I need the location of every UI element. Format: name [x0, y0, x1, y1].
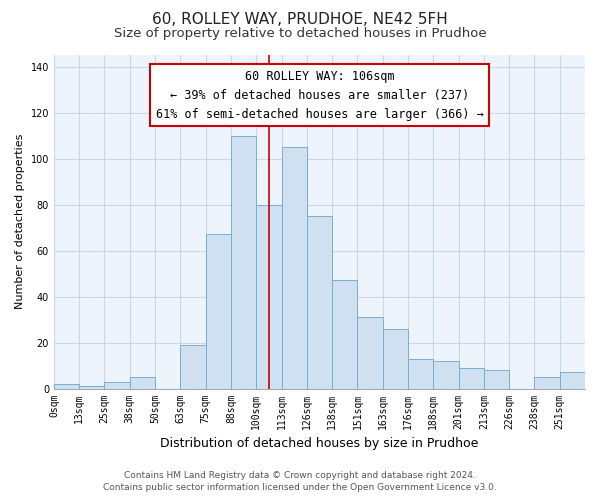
Bar [231, 136, 256, 388]
Bar [206, 234, 231, 388]
Bar [484, 370, 509, 388]
Text: 60, ROLLEY WAY, PRUDHOE, NE42 5FH: 60, ROLLEY WAY, PRUDHOE, NE42 5FH [152, 12, 448, 28]
Y-axis label: Number of detached properties: Number of detached properties [15, 134, 25, 310]
Bar [181, 345, 206, 389]
Bar [560, 372, 585, 388]
Text: Size of property relative to detached houses in Prudhoe: Size of property relative to detached ho… [113, 28, 487, 40]
Bar [256, 204, 281, 388]
Bar [307, 216, 332, 388]
Bar [358, 317, 383, 388]
Bar [130, 377, 155, 388]
Bar [458, 368, 484, 388]
X-axis label: Distribution of detached houses by size in Prudhoe: Distribution of detached houses by size … [160, 437, 479, 450]
Bar [104, 382, 130, 388]
Bar [408, 358, 433, 388]
Text: Contains HM Land Registry data © Crown copyright and database right 2024.
Contai: Contains HM Land Registry data © Crown c… [103, 471, 497, 492]
Bar [433, 361, 458, 388]
Bar [79, 386, 104, 388]
Bar [54, 384, 79, 388]
Bar [383, 328, 408, 388]
Bar [535, 377, 560, 388]
Bar [332, 280, 358, 388]
Bar [281, 147, 307, 388]
Text: 60 ROLLEY WAY: 106sqm
← 39% of detached houses are smaller (237)
61% of semi-det: 60 ROLLEY WAY: 106sqm ← 39% of detached … [155, 70, 484, 120]
